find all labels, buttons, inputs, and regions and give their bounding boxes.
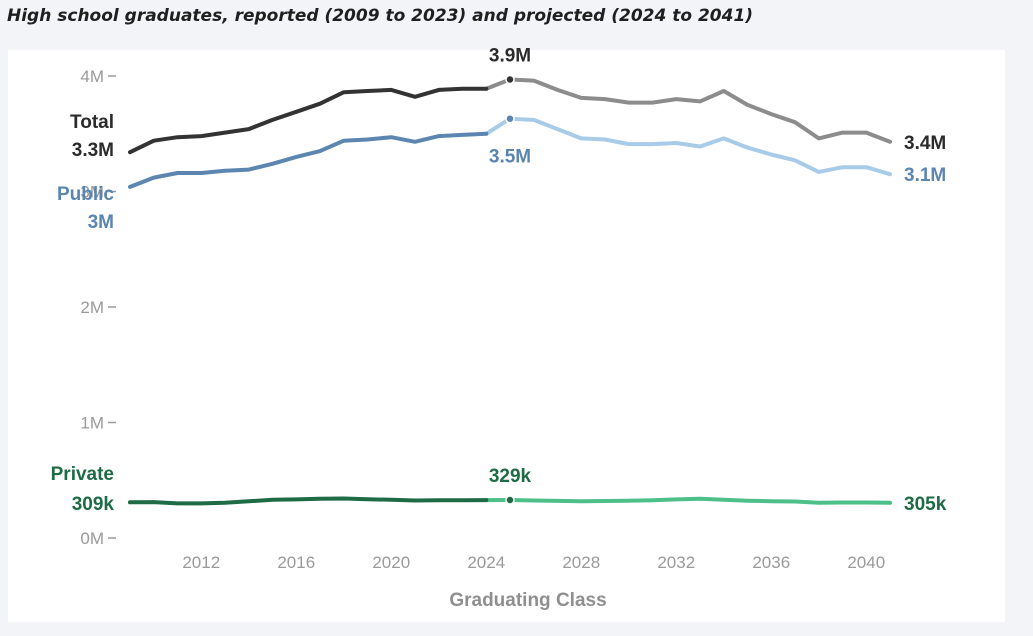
series-line-reported-private — [128, 496, 489, 506]
x-tick-label: 2016 — [277, 553, 315, 572]
peak-label-private: 329k — [489, 466, 532, 487]
chart-title: High school graduates, reported (2009 to… — [7, 6, 754, 26]
peak-label-total: 3.9M — [489, 45, 531, 66]
y-tick-label: 0M — [80, 529, 104, 548]
x-tick-label: 2020 — [372, 553, 410, 572]
y-tick-label: 2M — [80, 298, 104, 317]
start-label-private: 309k — [72, 494, 115, 515]
peak-marker-private[interactable] — [505, 495, 515, 505]
chart-panel — [8, 50, 1005, 622]
x-tick-label: 2036 — [752, 553, 790, 572]
x-tick-label: 2012 — [182, 553, 220, 572]
series-name-private: Private — [51, 464, 114, 485]
end-label-private: 305k — [904, 494, 947, 515]
series-line-projected-private — [484, 496, 892, 505]
series-name-total: Total — [70, 112, 114, 133]
series-name-public: Public — [57, 184, 114, 205]
series-line-projected-public — [484, 116, 892, 177]
series-line-reported-total — [128, 86, 489, 155]
x-tick-label: 2028 — [562, 553, 600, 572]
start-label-total: 3.3M — [72, 140, 114, 161]
start-label-public: 3M — [88, 212, 114, 233]
peak-marker-total[interactable] — [505, 74, 515, 85]
peak-label-public: 3.5M — [489, 147, 531, 168]
x-tick-label: 2040 — [847, 553, 885, 572]
peak-marker-public[interactable] — [505, 113, 515, 124]
end-label-public: 3.1M — [904, 165, 946, 186]
x-tick-label: 2024 — [467, 553, 505, 572]
end-label-total: 3.4M — [904, 133, 946, 154]
y-tick-label: 3M — [80, 183, 104, 202]
x-tick-label: 2032 — [657, 553, 695, 572]
y-tick-label: 4M — [80, 67, 104, 86]
y-tick-label: 1M — [80, 414, 104, 433]
series-line-projected-total — [484, 77, 892, 144]
x-axis-title: Graduating Class — [449, 590, 606, 611]
series-line-reported-public — [128, 131, 489, 189]
